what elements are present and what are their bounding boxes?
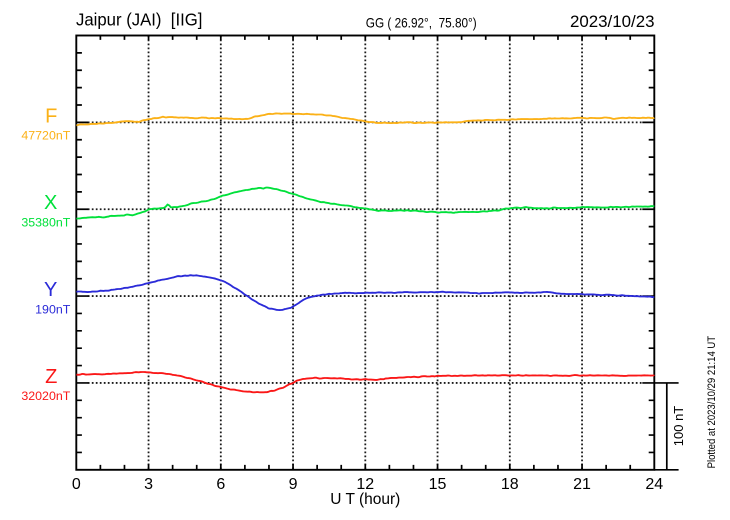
svg-text:Z: Z (45, 366, 57, 388)
svg-text:Y: Y (44, 279, 57, 301)
svg-text:24: 24 (645, 476, 663, 493)
svg-text:35380nT: 35380nT (21, 216, 70, 230)
svg-text:0: 0 (72, 476, 81, 493)
svg-text:18: 18 (501, 476, 519, 493)
svg-text:GG ( 26.92°, 75.80°): GG ( 26.92°, 75.80°) (366, 14, 477, 30)
svg-text:2023/10/23: 2023/10/23 (570, 12, 655, 31)
svg-text:Jaipur (JAI) [IIG]: Jaipur (JAI) [IIG] (76, 10, 202, 30)
svg-text:Plotted at 2023/10/29 21:14 UT: Plotted at 2023/10/29 21:14 UT (706, 336, 718, 469)
svg-text:12: 12 (356, 476, 374, 493)
svg-text:21: 21 (573, 476, 591, 493)
svg-text:190nT: 190nT (35, 302, 71, 316)
svg-text:9: 9 (289, 476, 298, 493)
svg-text:3: 3 (144, 476, 153, 493)
svg-text:U T (hour): U T (hour) (330, 491, 400, 508)
svg-text:6: 6 (216, 476, 225, 493)
svg-text:47720nT: 47720nT (21, 129, 70, 143)
svg-text:100 nT: 100 nT (671, 406, 686, 447)
svg-text:X: X (44, 192, 57, 214)
svg-text:F: F (45, 105, 57, 127)
svg-text:15: 15 (429, 476, 447, 493)
svg-text:32020nT: 32020nT (21, 389, 70, 403)
